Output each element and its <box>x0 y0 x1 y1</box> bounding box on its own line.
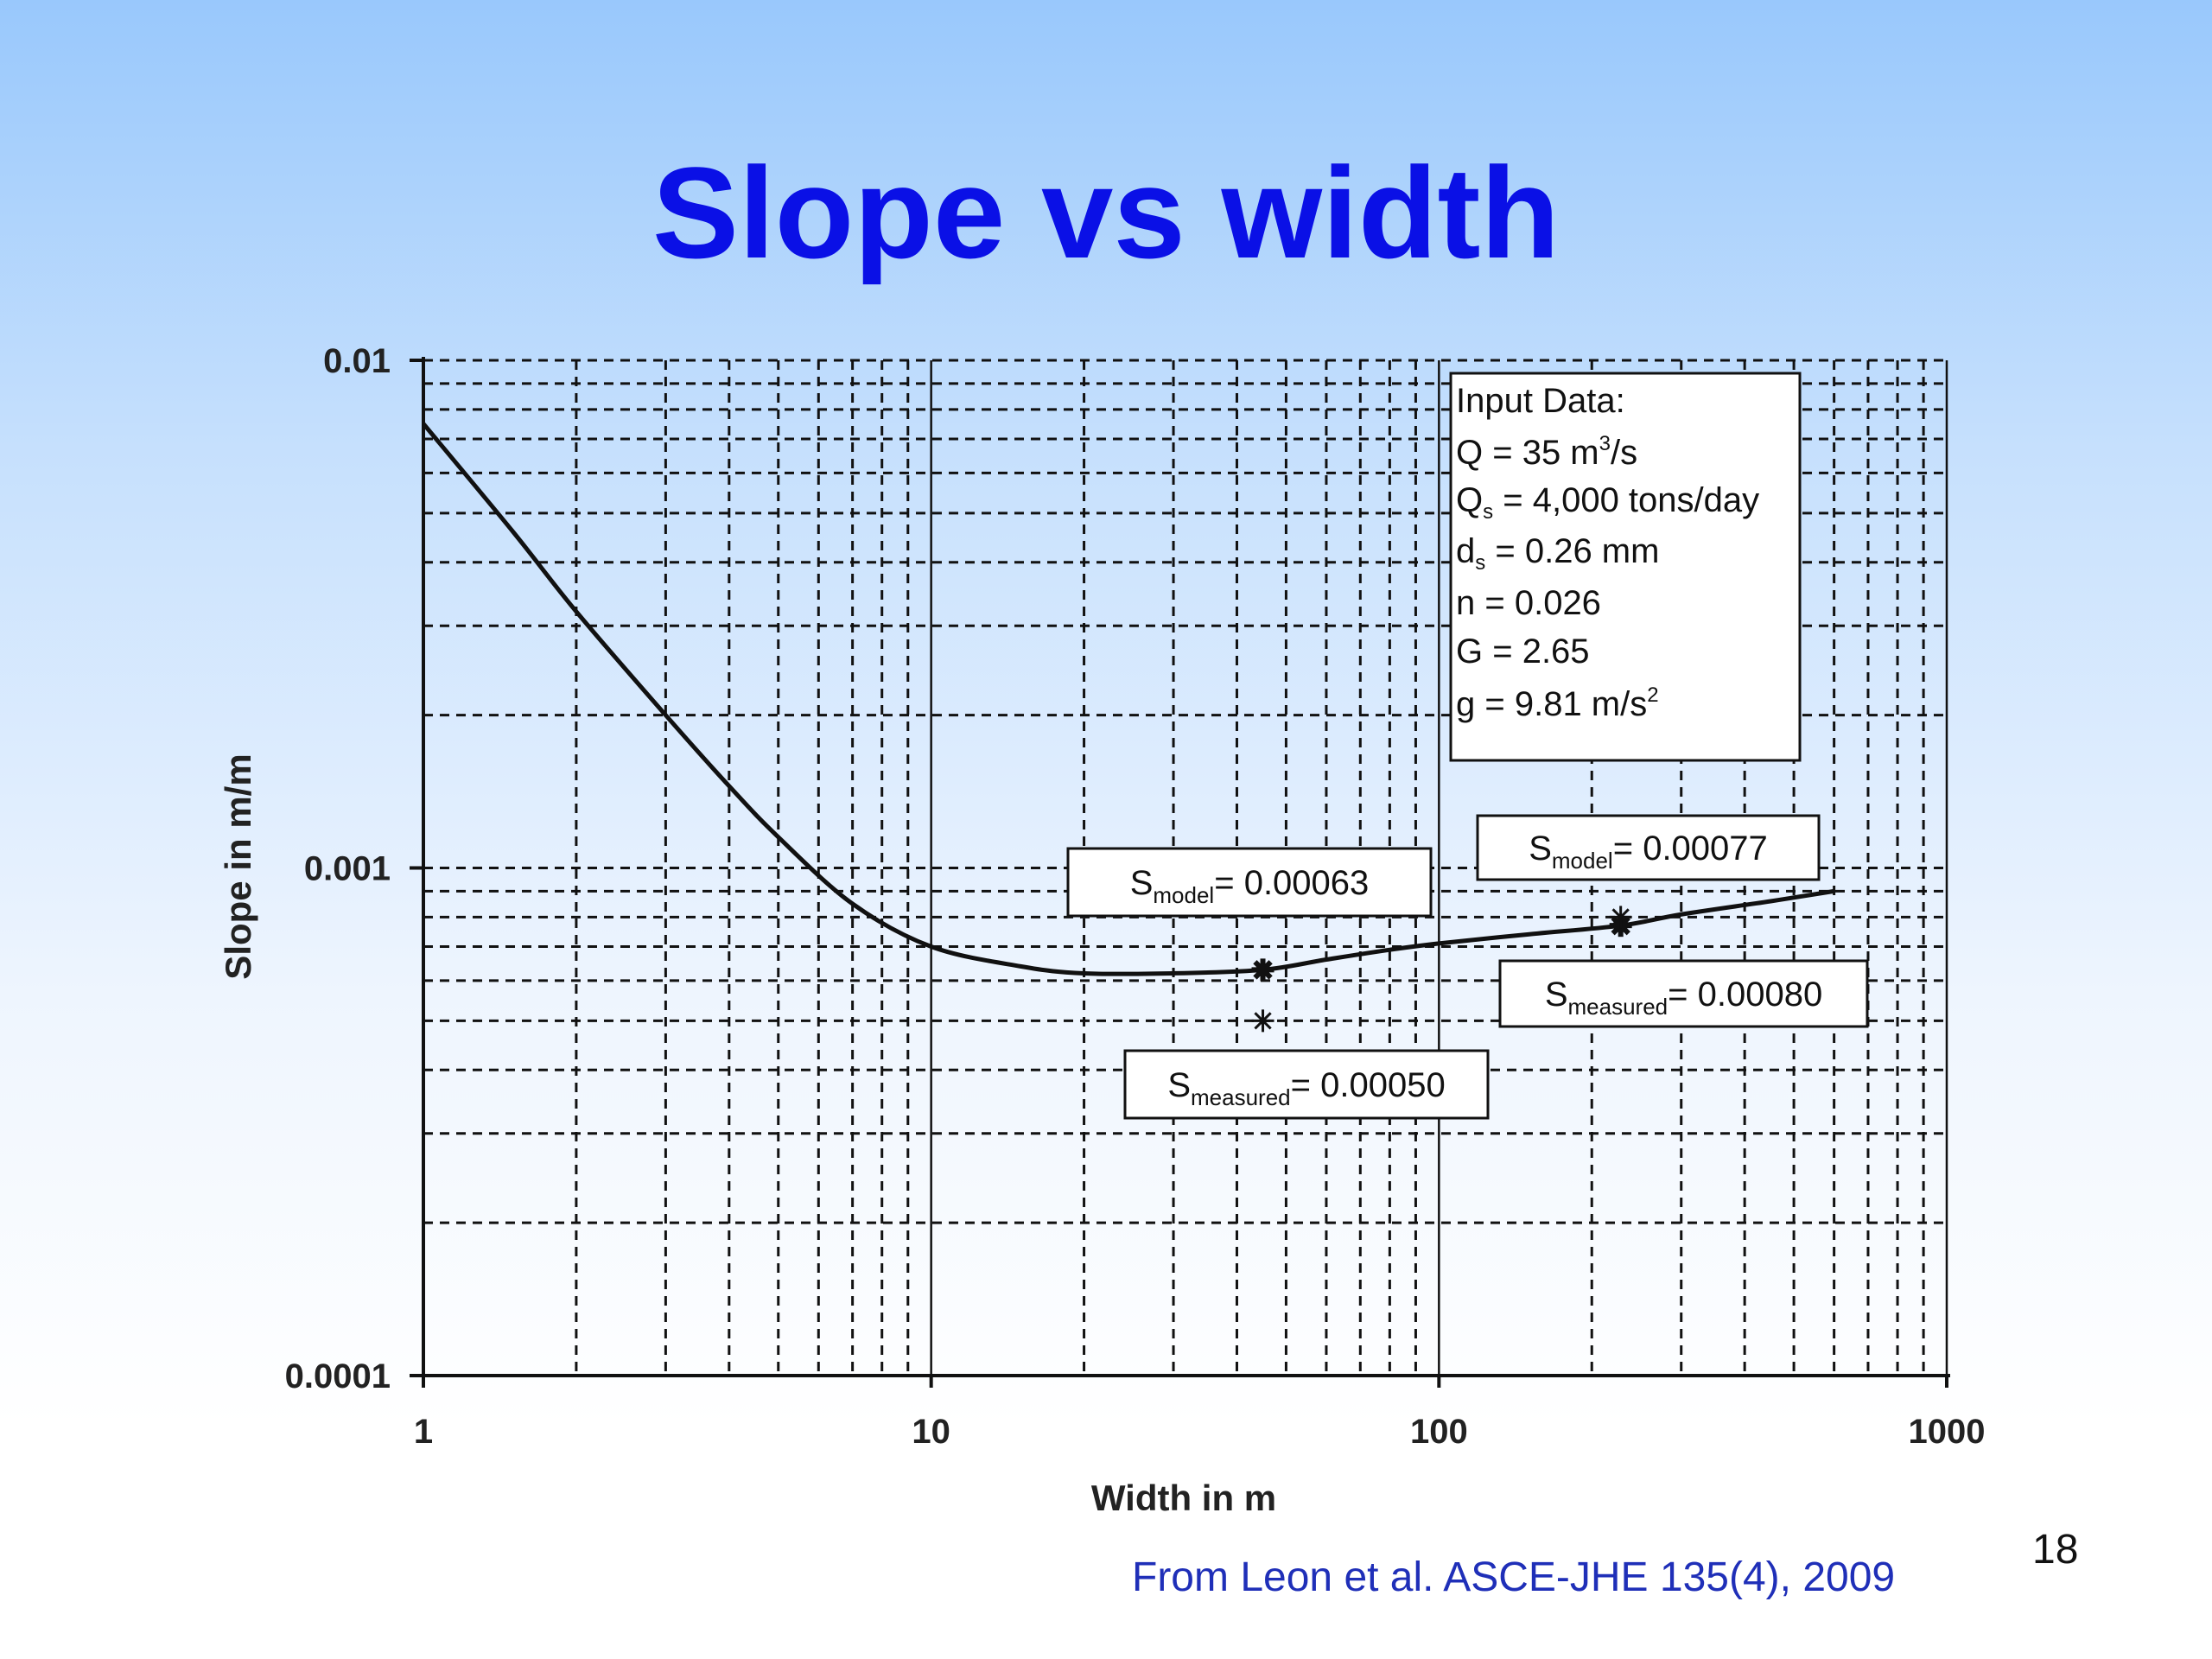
input-line-superscript: 3 <box>1599 432 1611 455</box>
input-line-text: d <box>1456 532 1475 570</box>
y-tick-label: 0.01 <box>323 342 391 380</box>
annotation-subscript: model <box>1552 848 1613 874</box>
slide-title: Slope vs width <box>652 140 1560 285</box>
input-line-text: g = 9.81 m/s <box>1456 685 1647 723</box>
annotation-subscript: model <box>1153 882 1214 908</box>
marker-stroke <box>1254 1012 1272 1030</box>
measured-point-marker <box>1609 906 1632 929</box>
annotation-text: Smodel= 0.00063 <box>1130 864 1370 908</box>
input-data-box: Input Data: Q = 35 m3/s Qs = 4,000 tons/da… <box>1449 372 1802 762</box>
x-tick-label: 10 <box>912 1413 950 1451</box>
annotation-value: = 0.00077 <box>1613 830 1768 868</box>
input-line-text: Q <box>1456 481 1483 519</box>
model-slope-label: Smodel= 0.00063 <box>1066 847 1433 918</box>
annotation-text: Smodel= 0.00077 <box>1529 830 1768 874</box>
input-box-line: Qs = 4,000 tons/day <box>1456 481 1759 524</box>
model-curve <box>422 422 1835 976</box>
annotation-text: Smeasured= 0.00080 <box>1545 976 1822 1020</box>
annotation-symbol: S <box>1545 976 1568 1014</box>
annotation-symbol: S <box>1529 830 1552 868</box>
annotation-box <box>1123 1049 1490 1120</box>
model-curve-series <box>422 422 1835 976</box>
annotation-value: = 0.00080 <box>1668 976 1822 1014</box>
model-point-marker <box>1251 958 1274 982</box>
measured-point-marker <box>1251 1009 1274 1033</box>
marker-stroke <box>1611 908 1630 926</box>
input-box-line: ds = 0.26 mm <box>1456 532 1659 575</box>
annotation-box <box>1476 814 1821 881</box>
y-tick-label: 0.001 <box>304 850 391 888</box>
annotation-value: = 0.00050 <box>1291 1066 1446 1104</box>
input-line-subscript: s <box>1475 551 1485 575</box>
input-line-text: n = 0.026 <box>1456 584 1601 622</box>
annotation-value: = 0.00063 <box>1214 864 1369 902</box>
annotation-box <box>1498 959 1869 1028</box>
input-box-heading: Input Data: <box>1456 382 1625 420</box>
annotation-subscript: measured <box>1568 994 1669 1020</box>
point-markers <box>1251 906 1632 1033</box>
slide-number: 18 <box>2032 1527 2079 1573</box>
input-line-text: Q = 35 m <box>1456 434 1599 472</box>
citation: From Leon et al. ASCE-JHE 135(4), 2009 <box>1132 1554 1896 1600</box>
annotation-symbol: S <box>1167 1066 1191 1104</box>
tick-labels: 0.0001 0.001 0.01 1 10 100 1000 <box>285 342 1986 1451</box>
measured-slope-label: Smeasured= 0.00050 <box>1123 1049 1490 1120</box>
input-line-text: = 0.26 mm <box>1485 532 1659 570</box>
marker-dot <box>1255 963 1270 977</box>
input-line-text: = 4,000 tons/day <box>1493 481 1759 519</box>
x-tick-label: 1000 <box>1909 1413 1986 1451</box>
input-line-text: G = 2.65 <box>1456 632 1590 671</box>
input-line-superscript: 2 <box>1647 683 1658 707</box>
measured-slope-label: Smeasured= 0.00080 <box>1498 959 1869 1028</box>
x-tick-label: 100 <box>1410 1413 1468 1451</box>
model-slope-label: Smodel= 0.00077 <box>1476 814 1821 881</box>
input-box-frame <box>1449 372 1802 762</box>
input-box-line: n = 0.026 <box>1456 584 1601 622</box>
annotation-text: Smeasured= 0.00050 <box>1167 1066 1445 1110</box>
chart-axes <box>410 357 1950 1388</box>
annotation-subscript: measured <box>1191 1084 1291 1110</box>
input-line-subscript: s <box>1483 500 1493 524</box>
annotation-symbol: S <box>1130 864 1154 902</box>
annotation-box <box>1066 847 1433 918</box>
x-tick-label: 1 <box>414 1413 433 1451</box>
input-box-line: G = 2.65 <box>1456 632 1590 671</box>
x-axis-label: Width in m <box>1091 1478 1276 1518</box>
input-line-text: /s <box>1611 434 1637 472</box>
input-box-line: g = 9.81 m/s2 <box>1456 683 1659 723</box>
y-tick-label: 0.0001 <box>285 1357 391 1395</box>
input-box-line: Q = 35 m3/s <box>1456 432 1637 472</box>
y-axis-label: Slope in m/m <box>218 753 258 979</box>
